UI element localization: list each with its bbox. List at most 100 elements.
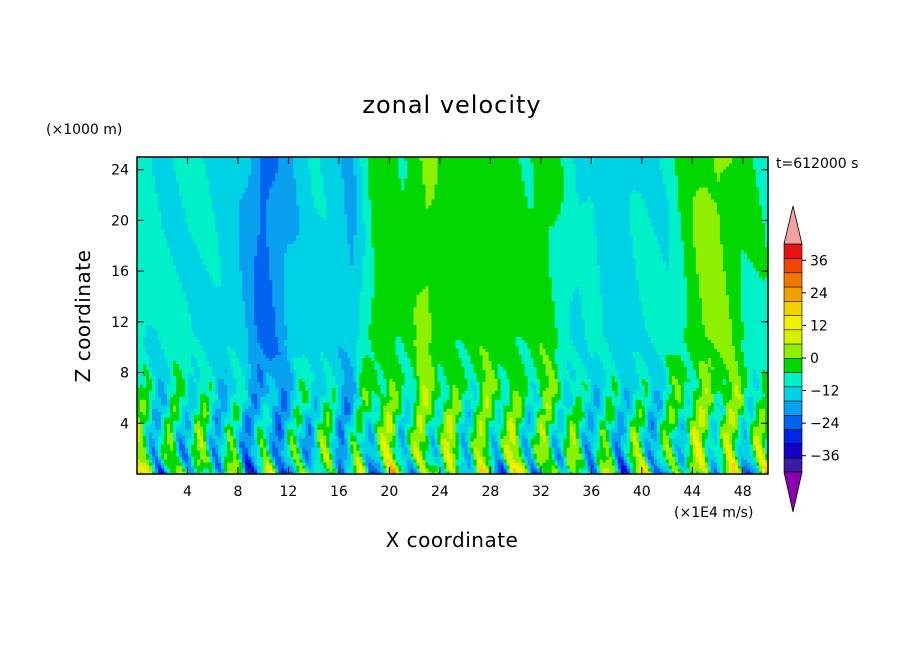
- heatmap-cell: [569, 423, 577, 427]
- heatmap-cell: [689, 420, 700, 424]
- heatmap-cell: [632, 351, 640, 355]
- heatmap-cell: [482, 387, 499, 391]
- heatmap-cell: [746, 399, 754, 403]
- heatmap-cell: [446, 375, 466, 379]
- heatmap-cell: [584, 318, 604, 323]
- heatmap-cell: [254, 429, 258, 433]
- heatmap-cell: [581, 456, 586, 460]
- heatmap-cell: [650, 465, 655, 469]
- heatmap-cell: [365, 465, 369, 469]
- heatmap-cell: [506, 468, 511, 472]
- heatmap-cell: [719, 471, 724, 474]
- heatmap-cell: [698, 417, 706, 421]
- heatmap-cell: [152, 408, 159, 412]
- heatmap-cell: [476, 372, 487, 376]
- heatmap-cell: [614, 441, 619, 445]
- heatmap-cell: [299, 405, 312, 409]
- heatmap-cell: [218, 384, 228, 388]
- heatmap-cell: [560, 444, 565, 448]
- heatmap-cell: [548, 375, 556, 379]
- heatmap-cell: [227, 441, 231, 445]
- heatmap-cell: [266, 393, 279, 397]
- heatmap-cell: [245, 420, 252, 424]
- heatmap-cell: [602, 318, 646, 323]
- heatmap-cell: [368, 336, 397, 341]
- heatmap-cell: [257, 456, 264, 460]
- heatmap-cell: [575, 399, 583, 403]
- heatmap-cell: [722, 444, 727, 448]
- heatmap-cell: [689, 441, 694, 445]
- heatmap-cell: [212, 426, 216, 430]
- heatmap-cell: [533, 435, 541, 439]
- heatmap-cell: [143, 471, 150, 474]
- heatmap-cell: [215, 468, 219, 472]
- heatmap-cell: [758, 378, 763, 382]
- heatmap-cell: [479, 453, 484, 457]
- heatmap-cell: [536, 426, 541, 430]
- heatmap-cell: [524, 408, 535, 412]
- heatmap-cell: [278, 339, 285, 344]
- heatmap-cell: [656, 408, 661, 412]
- heatmap-cell: [305, 429, 309, 433]
- heatmap-cell: [710, 432, 718, 436]
- heatmap-cell: [197, 393, 201, 397]
- heatmap-cell: [155, 378, 159, 382]
- heatmap-cell: [635, 465, 640, 469]
- heatmap-cell: [206, 357, 231, 361]
- heatmap-cell: [425, 438, 430, 442]
- heatmap-cell: [617, 441, 622, 445]
- heatmap-cell: [155, 423, 162, 427]
- heatmap-cell: [722, 381, 727, 385]
- heatmap-cell: [263, 438, 267, 442]
- heatmap-cell: [569, 426, 574, 430]
- heatmap-cell: [539, 462, 544, 466]
- heatmap-cell: [158, 333, 195, 338]
- heatmap-cell: [344, 426, 348, 430]
- heatmap-cell: [602, 327, 646, 332]
- heatmap-cell: [251, 429, 255, 433]
- heatmap-cell: [596, 414, 607, 418]
- heatmap-cell: [230, 402, 234, 406]
- heatmap-cell: [503, 366, 526, 370]
- heatmap-cell: [722, 360, 739, 364]
- heatmap-cell: [509, 402, 514, 406]
- heatmap-cell: [137, 390, 150, 394]
- heatmap-cell: [503, 447, 511, 451]
- heatmap-cell: [443, 366, 466, 370]
- heatmap-cell: [341, 465, 345, 469]
- heatmap-cell: [389, 462, 393, 466]
- heatmap-cell: [311, 381, 327, 385]
- heatmap-cell: [671, 429, 679, 433]
- heatmap-cell: [704, 414, 709, 418]
- heatmap-cell: [416, 414, 424, 418]
- heatmap-cell: [191, 456, 195, 460]
- heatmap-cell: [383, 471, 387, 474]
- heatmap-cell: [464, 417, 475, 421]
- heatmap-cell: [158, 390, 165, 394]
- heatmap-cell: [224, 435, 228, 439]
- heatmap-cell: [167, 435, 174, 439]
- heatmap-cell: [482, 363, 493, 367]
- heatmap-cell: [248, 333, 258, 338]
- heatmap-cell: [416, 345, 430, 349]
- heatmap-cell: [614, 363, 637, 367]
- heatmap-cell: [533, 357, 544, 361]
- heatmap-cell: [395, 417, 403, 421]
- heatmap-cell: [641, 441, 646, 445]
- heatmap-cell: [200, 372, 213, 376]
- heatmap-cell: [743, 417, 757, 421]
- heatmap-cell: [422, 390, 430, 394]
- heatmap-cell: [569, 438, 574, 442]
- heatmap-cell: [506, 456, 514, 460]
- heatmap-cell: [623, 396, 631, 400]
- heatmap-cell: [701, 468, 709, 472]
- heatmap-cell: [650, 402, 658, 406]
- heatmap-cell: [323, 462, 327, 466]
- heatmap-cell: [158, 447, 162, 451]
- heatmap-cell: [515, 336, 523, 341]
- heatmap-cell: [236, 351, 249, 355]
- heatmap-cell: [530, 438, 541, 442]
- heatmap-cell: [680, 471, 685, 474]
- heatmap-cell: [449, 465, 454, 469]
- heatmap-cell: [719, 441, 724, 445]
